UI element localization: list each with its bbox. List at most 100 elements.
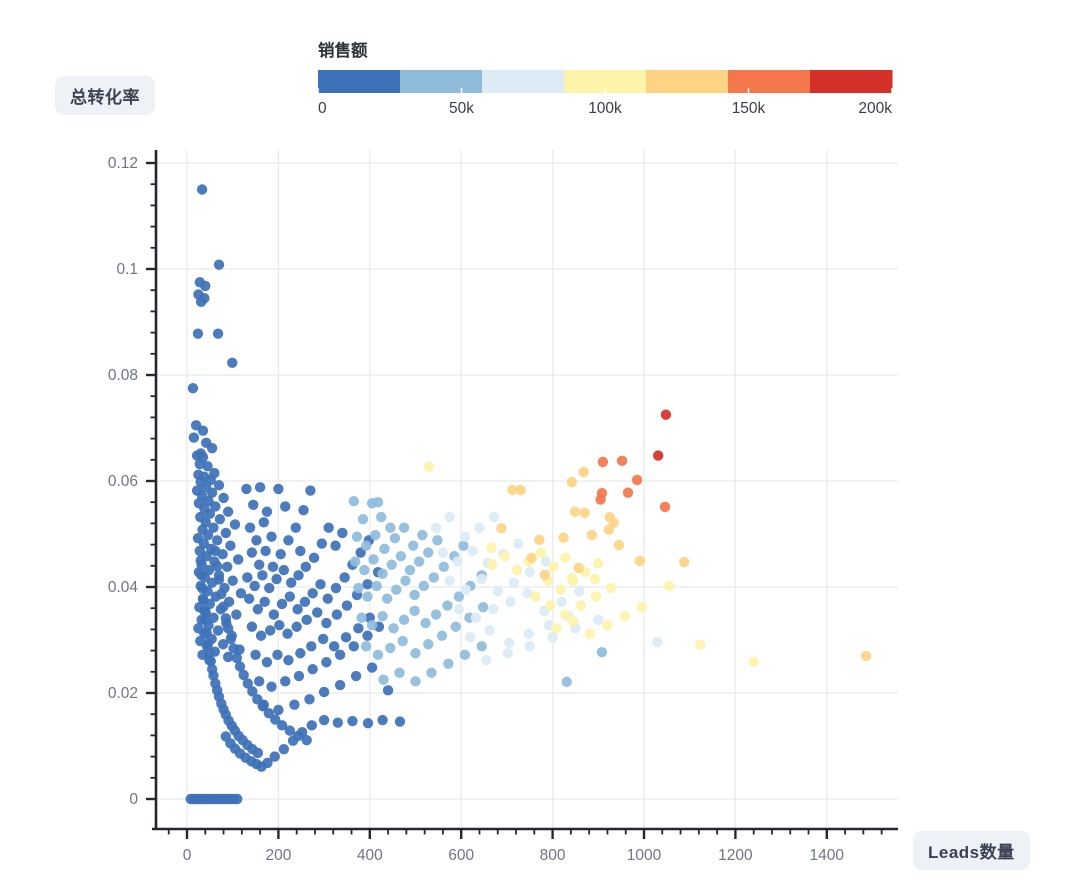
scatter-point[interactable] [328, 641, 340, 652]
scatter-point[interactable] [289, 699, 300, 710]
scatter-point[interactable] [394, 716, 406, 727]
scatter-point[interactable] [246, 547, 258, 558]
scatter-point[interactable] [488, 511, 500, 523]
scatter-point[interactable] [496, 522, 507, 534]
scatter-point[interactable] [213, 574, 225, 585]
scatter-point[interactable] [376, 511, 387, 523]
scatter-point[interactable] [524, 641, 535, 652]
scatter-point[interactable] [211, 561, 223, 572]
scatter-point[interactable] [613, 539, 625, 551]
scatter-point[interactable] [484, 625, 495, 636]
scatter-point[interactable] [220, 613, 232, 624]
scatter-point[interactable] [663, 580, 675, 592]
scatter-point[interactable] [306, 720, 317, 731]
scatter-point[interactable] [413, 556, 425, 567]
scatter-point[interactable] [748, 656, 759, 667]
scatter-point[interactable] [317, 633, 329, 645]
scatter-point[interactable] [280, 676, 291, 687]
scatter-point[interactable] [316, 538, 328, 549]
scatter-point[interactable] [321, 657, 332, 668]
scatter-point[interactable] [204, 508, 216, 520]
scatter-point[interactable] [359, 564, 370, 576]
scatter-point[interactable] [372, 649, 384, 661]
scatter-point[interactable] [551, 623, 562, 634]
scatter-point[interactable] [276, 720, 288, 731]
scatter-point[interactable] [502, 648, 514, 659]
scatter-point[interactable] [197, 425, 209, 436]
scatter-point[interactable] [350, 670, 362, 682]
scatter-point[interactable] [505, 596, 516, 608]
scatter-point[interactable] [285, 577, 297, 588]
scatter-point[interactable] [460, 584, 471, 595]
scatter-point[interactable] [258, 699, 269, 710]
scatter-point[interactable] [222, 623, 234, 634]
scatter-point[interactable] [417, 529, 428, 541]
scatter-point[interactable] [255, 630, 267, 641]
scatter-point[interactable] [348, 495, 360, 507]
scatter-point[interactable] [229, 519, 241, 530]
scatter-point[interactable] [679, 556, 690, 568]
scatter-point[interactable] [264, 625, 276, 636]
scatter-point[interactable] [273, 483, 284, 495]
scatter-point[interactable] [366, 662, 378, 673]
scatter-point[interactable] [198, 595, 209, 606]
scatter-point[interactable] [321, 617, 332, 629]
scatter-point[interactable] [300, 561, 312, 573]
scatter-point[interactable] [579, 507, 590, 518]
scatter-point[interactable] [560, 609, 571, 620]
scatter-point[interactable] [308, 552, 320, 564]
scatter-point[interactable] [360, 540, 372, 551]
scatter-point[interactable] [262, 757, 273, 769]
scatter-point[interactable] [385, 522, 396, 533]
scatter-point[interactable] [636, 601, 647, 613]
scatter-point[interactable] [634, 555, 646, 567]
scatter-point[interactable] [556, 596, 567, 608]
scatter-point[interactable] [284, 591, 296, 602]
scatter-point[interactable] [202, 529, 214, 541]
scatter-point[interactable] [410, 676, 421, 687]
scatter-point[interactable] [199, 605, 210, 617]
scatter-point[interactable] [330, 540, 341, 551]
scatter-point[interactable] [212, 328, 224, 339]
scatter-point[interactable] [432, 535, 443, 546]
scatter-point[interactable] [218, 492, 229, 504]
scatter-point[interactable] [323, 522, 334, 533]
scatter-point[interactable] [368, 554, 379, 565]
scatter-point[interactable] [569, 506, 581, 517]
scatter-point[interactable] [395, 551, 407, 562]
scatter-point[interactable] [535, 547, 547, 558]
scatter-point[interactable] [298, 504, 309, 516]
scatter-point[interactable] [389, 533, 401, 544]
scatter-point[interactable] [548, 561, 559, 573]
scatter-point[interactable] [225, 633, 237, 645]
scatter-point[interactable] [257, 570, 268, 581]
scatter-point[interactable] [254, 482, 266, 493]
scatter-point[interactable] [605, 582, 617, 594]
scatter-point[interactable] [458, 540, 469, 551]
scatter-point[interactable] [227, 575, 238, 586]
scatter-point[interactable] [597, 456, 609, 468]
scatter-point[interactable] [282, 628, 293, 639]
scatter-point[interactable] [187, 383, 199, 394]
scatter-point[interactable] [254, 676, 265, 687]
scatter-point[interactable] [436, 630, 448, 641]
scatter-point[interactable] [508, 577, 519, 588]
scatter-point[interactable] [216, 588, 227, 600]
scatter-point[interactable] [453, 591, 465, 602]
scatter-point[interactable] [353, 623, 364, 634]
scatter-point[interactable] [381, 593, 393, 604]
scatter-point[interactable] [476, 641, 487, 652]
scatter-point[interactable] [459, 531, 471, 542]
scatter-point[interactable] [465, 632, 476, 643]
scatter-point[interactable] [619, 610, 631, 622]
scatter-point[interactable] [511, 564, 523, 576]
scatter-point[interactable] [418, 580, 429, 592]
scatter-point[interactable] [561, 676, 572, 688]
scatter-point[interactable] [437, 547, 449, 558]
scatter-point[interactable] [424, 461, 435, 472]
scatter-point[interactable] [560, 552, 571, 564]
scatter-point[interactable] [307, 663, 318, 675]
scatter-point[interactable] [206, 442, 218, 454]
scatter-point[interactable] [208, 670, 219, 681]
scatter-point[interactable] [362, 630, 373, 641]
